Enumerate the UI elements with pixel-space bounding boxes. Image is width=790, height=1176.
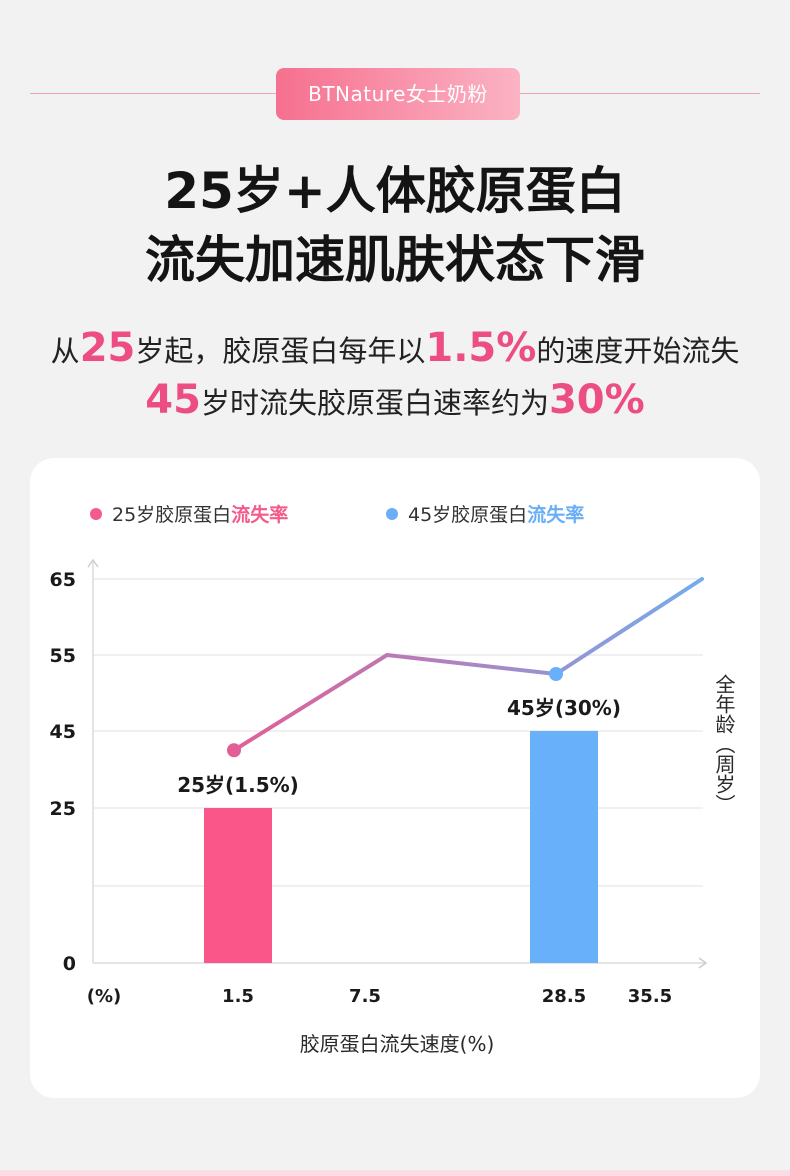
- subtitle-text: 从: [50, 334, 80, 368]
- bottom-strip: [0, 1170, 790, 1176]
- highlight-number: 1.5%: [425, 325, 537, 371]
- legend-item-45: 45岁胶原蛋白流失率: [386, 500, 584, 530]
- y-axis-arrow-icon: [87, 558, 99, 568]
- x-unit-label: (%): [87, 986, 122, 1007]
- y-axis-title: 全年龄（周岁）: [712, 674, 736, 814]
- legend-item-25: 25岁胶原蛋白流失率: [90, 500, 288, 530]
- y-tick-label: 25: [50, 798, 76, 820]
- bar: [530, 731, 598, 963]
- grid: [87, 558, 708, 969]
- line-point: [549, 667, 563, 681]
- subtitle-line-1: 从25岁起，胶原蛋白每年以1.5%的速度开始流失: [0, 320, 790, 376]
- brand-badge: BTNature女士奶粉: [276, 68, 520, 120]
- subtitle-text: 的速度开始流失: [536, 334, 740, 368]
- x-tick-label: 7.5: [349, 986, 381, 1007]
- labels: 0 25 45 55 65 (%) 1.5 7.5 28.5 35.5 胶原蛋白流失速度(%) 全年龄…: [50, 569, 736, 1056]
- series-line: [232, 577, 704, 753]
- line-point: [227, 743, 241, 758]
- x-tick-label: 35.5: [628, 986, 672, 1007]
- x-axis-title: 胶原蛋白流失速度(%): [300, 1032, 495, 1056]
- chart-card: [30, 458, 760, 1098]
- trend-line: [227, 577, 704, 758]
- y-tick-label: 65: [50, 569, 76, 591]
- subtitle-text: 岁起，胶原蛋白每年以: [135, 334, 426, 368]
- headline-line-1: 25岁+人体胶原蛋白: [164, 162, 626, 220]
- subtitle-line-2: 45岁时流失胶原蛋白速率约为30%: [0, 372, 790, 428]
- bar: [204, 808, 272, 963]
- highlight-number: 25: [79, 325, 136, 371]
- subtitle-text: 岁时流失胶原蛋白速率约为: [200, 386, 549, 420]
- x-tick-label: 1.5: [222, 986, 254, 1007]
- headline-line-2: 流失加速肌肤状态下滑: [145, 231, 645, 289]
- y-tick-label: 0: [63, 953, 76, 975]
- legend-dot-blue-icon: [386, 507, 398, 520]
- legend-label-emphasis: 流失率: [231, 504, 289, 526]
- bar-data-label: 45岁(30%): [507, 696, 621, 720]
- divider-right: [515, 93, 760, 94]
- bar-data-label: 25岁(1.5%): [177, 773, 299, 797]
- legend-label: 45岁胶原蛋白: [408, 504, 528, 526]
- legend-dot-pink-icon: [90, 507, 102, 520]
- highlight-number: 45: [145, 377, 201, 423]
- divider-left: [30, 93, 280, 94]
- highlight-number: 30%: [548, 377, 645, 423]
- x-axis-arrow-icon: [698, 957, 708, 969]
- legend-label-emphasis: 流失率: [527, 504, 585, 526]
- x-tick-label: 28.5: [542, 986, 586, 1007]
- y-tick-label: 55: [50, 645, 76, 667]
- y-tick-label: 45: [50, 721, 76, 743]
- bars: [204, 731, 598, 963]
- legend-label: 25岁胶原蛋白: [112, 504, 232, 526]
